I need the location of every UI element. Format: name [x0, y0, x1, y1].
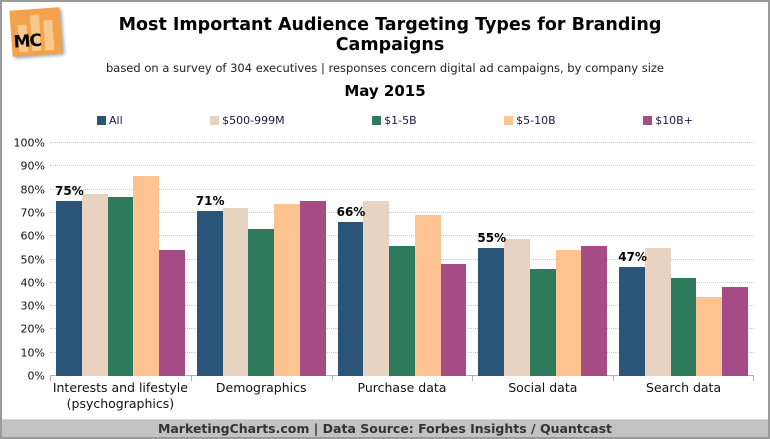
bar [440, 264, 467, 376]
bar [670, 278, 697, 376]
bar [81, 194, 108, 376]
legend-label: $500-999M [222, 114, 285, 127]
x-axis-category-label: Demographics [215, 380, 307, 395]
legend-swatch-icon [504, 116, 514, 125]
bar-value-label: 75% [55, 184, 84, 199]
footer-credit: MarketingCharts.com | Data Source: Forbe… [2, 419, 768, 437]
bar [644, 247, 671, 376]
x-axis-tick [472, 376, 474, 381]
bar [337, 222, 364, 376]
x-axis-tick [613, 376, 615, 381]
legend-label: All [109, 114, 123, 127]
logo-text: MC [12, 30, 42, 53]
bar-groups: 75% 71% 66% 55% 47% [50, 143, 754, 376]
bar [274, 203, 300, 376]
bar [504, 238, 530, 376]
plot-area: 75% 71% 66% 55% 47% [50, 142, 754, 381]
y-tick-label: 100% [13, 136, 45, 150]
bar [196, 210, 223, 376]
y-tick-label: 50% [20, 253, 45, 266]
x-axis-category-label: Interests and lifestyle (psychographics) [52, 380, 188, 411]
x-axis-tick [331, 376, 333, 381]
bar-group: 66% [332, 143, 473, 376]
legend-swatch-icon [210, 116, 220, 125]
bar-group: 55% [472, 143, 613, 376]
marketingcharts-logo: MC [9, 7, 63, 57]
bar [722, 287, 749, 376]
bar [107, 196, 134, 376]
bar [299, 201, 326, 376]
bar [248, 229, 275, 376]
x-axis-tick [50, 376, 51, 381]
bar [529, 268, 556, 376]
bar-group: 75% [50, 143, 191, 376]
legend-swatch-icon [372, 116, 382, 125]
x-axis-category-label: Purchase data [357, 380, 447, 395]
bar-group: 71% [191, 143, 332, 376]
x-axis-labels: Interests and lifestyle (psychographics)… [50, 380, 754, 411]
y-tick-label: 30% [20, 299, 45, 313]
bar-chart: 0% 10% 20% 30% 40% 50% 60% 70% 80% 90% 100% 75% 71%… [8, 137, 754, 383]
chart-date: May 2015 [344, 82, 426, 100]
bar [389, 245, 415, 376]
y-tick-label: 10% [20, 346, 45, 360]
chart-legend: All $500-999M $1-5B $5-10B $10B+ [97, 114, 693, 127]
bar [363, 201, 390, 376]
legend-label: $10B+ [655, 114, 693, 127]
bar [555, 250, 582, 376]
bar-value-label: 55% [477, 230, 507, 245]
x-axis-category-label: Search data [646, 380, 722, 395]
gridline [50, 165, 754, 167]
bar-group: 47% [613, 143, 754, 376]
legend-item: $10B+ [643, 114, 693, 127]
legend-label: $5-10B [516, 114, 556, 127]
x-axis-category-label: Social data [508, 380, 578, 395]
gridline [50, 188, 754, 190]
y-tick-label: 60% [20, 229, 45, 243]
gridline [50, 235, 754, 237]
bar [696, 296, 723, 376]
legend-item: $1-5B [372, 114, 417, 127]
y-tick-label: 90% [20, 159, 45, 173]
legend-label: $1-5B [384, 114, 417, 127]
y-tick-label: 0% [27, 369, 45, 383]
y-tick-label: 40% [20, 276, 45, 290]
y-tick-label: 20% [20, 322, 45, 336]
legend-item: All [97, 114, 123, 127]
legend-item: $500-999M [210, 114, 285, 127]
x-axis-tick [190, 376, 192, 381]
bar [133, 175, 160, 376]
bar [222, 208, 249, 376]
y-tick-label: 70% [20, 206, 45, 220]
legend-item: $5-10B [504, 114, 556, 127]
bar-value-label: 47% [618, 249, 647, 264]
bar [619, 266, 645, 376]
bar [159, 250, 185, 376]
page-title: Most Important Audience Targeting Types … [118, 15, 662, 55]
x-axis-tick [753, 376, 754, 381]
y-axis: 0% 10% 20% 30% 40% 50% 60% 70% 80% 90% 100% [8, 137, 50, 383]
bar [56, 201, 82, 376]
bar [414, 215, 441, 376]
gridline [50, 211, 754, 213]
gridline [50, 142, 754, 143]
bar [478, 247, 505, 376]
chart-subtitle: based on a survey of 304 executives | re… [105, 61, 665, 75]
y-tick-label: 80% [20, 183, 45, 197]
legend-swatch-icon [643, 116, 653, 125]
bar-value-label: 66% [336, 205, 366, 220]
bar [581, 245, 608, 376]
bar-value-label: 71% [195, 193, 225, 208]
legend-swatch-icon [97, 116, 106, 125]
